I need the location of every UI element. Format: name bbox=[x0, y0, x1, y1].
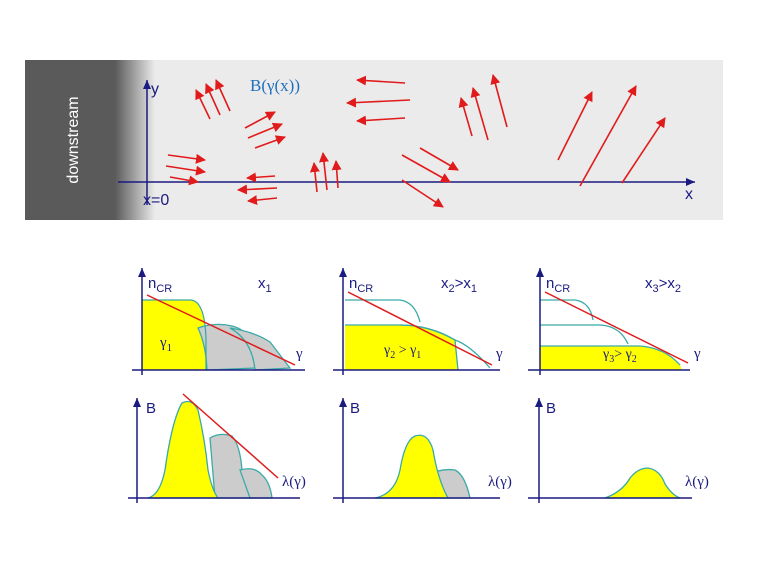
ncr-label-2: nCR bbox=[349, 275, 373, 295]
field-arrow bbox=[247, 122, 283, 139]
field-arrow bbox=[331, 160, 342, 189]
field-arrow bbox=[346, 97, 411, 108]
field-arrows bbox=[165, 74, 666, 208]
b-label-2: B bbox=[350, 400, 360, 417]
yellow-outline-3 bbox=[540, 345, 681, 366]
yellow-outline-2 bbox=[345, 324, 459, 371]
teal-curve-2a bbox=[345, 299, 421, 323]
position-label-1: x1 bbox=[258, 275, 272, 295]
teal-curve-3b bbox=[540, 324, 629, 345]
field-label: B(γ(x)) bbox=[250, 76, 300, 95]
field-arrow bbox=[246, 172, 276, 183]
yellow-bump-3 bbox=[604, 467, 681, 499]
field-arrow bbox=[470, 87, 489, 141]
gamma-axis-label-3: γ bbox=[693, 346, 701, 362]
field-arrow bbox=[244, 111, 276, 129]
yellow-spectrum-2 bbox=[345, 325, 458, 370]
b-panel-1: B λ(γ) bbox=[128, 393, 306, 503]
b-label-3: B bbox=[546, 400, 556, 417]
field-arrow bbox=[356, 75, 406, 86]
field-arrow bbox=[254, 135, 286, 149]
field-arrow bbox=[165, 165, 206, 176]
field-arrow bbox=[205, 83, 221, 116]
gamma-axis-label-2: γ bbox=[495, 346, 503, 362]
yellow-spectrum-1 bbox=[142, 300, 206, 370]
position-label-2: x2>x1 bbox=[441, 275, 477, 295]
lambda-label-2: λ(γ) bbox=[488, 474, 512, 490]
teal-curve-3a bbox=[540, 299, 594, 321]
field-arrow bbox=[401, 179, 444, 208]
yellow-bump-2 bbox=[374, 434, 450, 499]
downstream-label: downstream bbox=[65, 96, 82, 183]
field-arrow bbox=[247, 195, 278, 206]
field-arrow bbox=[579, 85, 637, 187]
ncr-panel-2: nCR x2>x1 γ2 > γ1 γ bbox=[333, 268, 503, 375]
field-arrow bbox=[490, 74, 508, 128]
gamma-annotation-2: γ2 > γ1 bbox=[383, 343, 421, 361]
envelope-line-2 bbox=[347, 291, 493, 366]
field-arrow bbox=[195, 89, 211, 120]
field-arrow bbox=[167, 153, 206, 164]
yellow-spectrum-3 bbox=[540, 346, 682, 370]
gamma-annotation-1: γ1 bbox=[159, 335, 172, 354]
field-arrow bbox=[621, 117, 666, 184]
envelope-line-1 bbox=[146, 294, 296, 366]
top-y-label: y bbox=[151, 81, 159, 98]
gray-bump-1b bbox=[239, 468, 273, 499]
gamma-axis-label-1: γ bbox=[295, 346, 303, 362]
ncr-label-3: nCR bbox=[546, 275, 570, 295]
field-arrow bbox=[458, 97, 473, 137]
yellow-outline-1 bbox=[142, 299, 207, 370]
envelope-line-4 bbox=[182, 393, 279, 479]
b-label-1: B bbox=[146, 400, 156, 417]
top-panel: downstream y x x=0 B(γ(x)) bbox=[25, 60, 723, 220]
top-x-label: x bbox=[685, 186, 693, 203]
field-arrow bbox=[169, 175, 199, 186]
field-arrow bbox=[356, 115, 406, 126]
ncr-panel-1: nCR x1 γ1 γ bbox=[132, 268, 305, 375]
field-arrow bbox=[318, 152, 329, 191]
b-panel-2: B λ(γ) bbox=[333, 398, 512, 503]
position-label-3: x3>x2 bbox=[645, 275, 681, 295]
b-panel-3: B λ(γ) bbox=[528, 398, 709, 503]
lambda-label-3: λ(γ) bbox=[685, 474, 709, 490]
field-arrow bbox=[237, 184, 278, 195]
lambda-label-1: λ(γ) bbox=[282, 474, 306, 490]
field-arrow bbox=[215, 79, 231, 112]
field-arrow bbox=[401, 154, 451, 183]
envelope-line-3 bbox=[544, 291, 689, 364]
field-arrow bbox=[419, 147, 459, 171]
ncr-label-1: nCR bbox=[148, 275, 172, 295]
field-arrow bbox=[309, 162, 320, 193]
yellow-bump-1 bbox=[147, 400, 220, 499]
origin-label: x=0 bbox=[143, 192, 169, 209]
gamma-annotation-3: γ3> γ2 bbox=[602, 347, 637, 365]
field-arrow bbox=[557, 91, 593, 161]
ncr-panel-3: nCR x3>x2 γ3> γ2 γ bbox=[528, 268, 701, 375]
